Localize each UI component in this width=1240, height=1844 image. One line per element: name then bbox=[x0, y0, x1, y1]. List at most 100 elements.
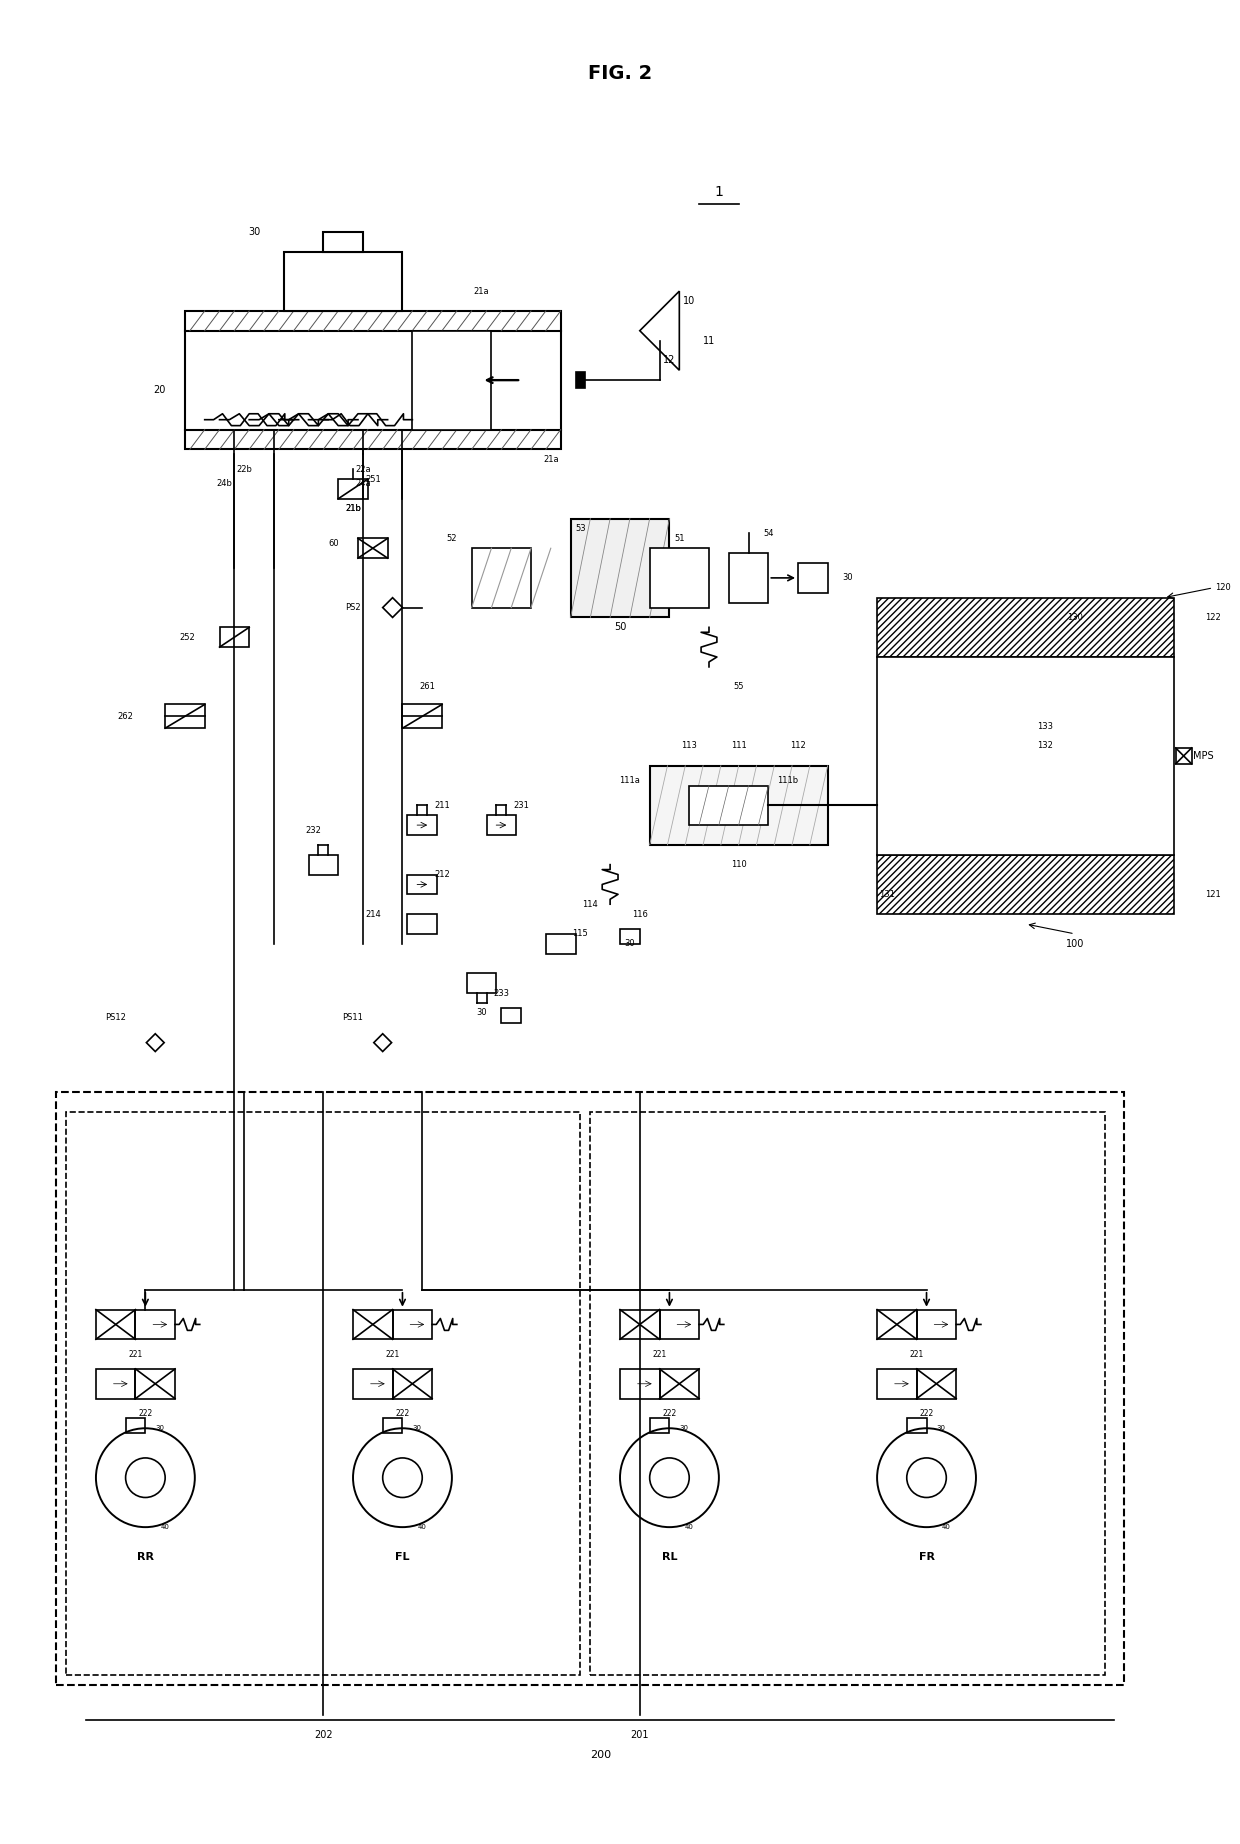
Text: 12: 12 bbox=[663, 356, 676, 365]
Bar bbox=[408, 815, 436, 835]
Text: 100: 100 bbox=[1065, 939, 1084, 950]
Text: 231: 231 bbox=[513, 800, 529, 810]
Bar bbox=[408, 874, 436, 894]
Text: FIG. 2: FIG. 2 bbox=[588, 65, 652, 83]
Bar bbox=[1176, 749, 1192, 763]
Text: 21a: 21a bbox=[474, 286, 490, 295]
Bar bbox=[135, 1368, 175, 1398]
Bar bbox=[546, 933, 575, 953]
Bar bbox=[165, 704, 205, 728]
Bar bbox=[575, 372, 585, 387]
Text: 21b: 21b bbox=[345, 503, 361, 513]
Bar bbox=[650, 765, 827, 845]
Bar bbox=[353, 1368, 393, 1398]
Bar bbox=[309, 856, 339, 874]
Text: 212: 212 bbox=[434, 870, 450, 880]
Text: FR: FR bbox=[919, 1553, 935, 1562]
Text: 40: 40 bbox=[161, 1525, 170, 1531]
Text: 1: 1 bbox=[714, 184, 723, 199]
Text: 30: 30 bbox=[680, 1425, 688, 1431]
Text: 24a: 24a bbox=[355, 479, 371, 489]
Text: PS11: PS11 bbox=[342, 1014, 363, 1022]
Text: 30: 30 bbox=[248, 227, 260, 236]
Text: 53: 53 bbox=[575, 524, 585, 533]
Text: 200: 200 bbox=[590, 1750, 611, 1759]
Text: 30: 30 bbox=[625, 939, 635, 948]
Text: 55: 55 bbox=[733, 682, 744, 692]
Text: 40: 40 bbox=[418, 1525, 427, 1531]
Text: 111a: 111a bbox=[620, 776, 640, 786]
Text: 60: 60 bbox=[327, 538, 339, 548]
Text: 20: 20 bbox=[153, 385, 165, 395]
Bar bbox=[466, 974, 496, 994]
Text: 54: 54 bbox=[763, 529, 774, 538]
Text: RL: RL bbox=[662, 1553, 677, 1562]
Bar bbox=[219, 627, 249, 647]
Bar bbox=[877, 856, 1174, 915]
Bar bbox=[383, 1418, 403, 1433]
Bar bbox=[358, 538, 388, 559]
Bar bbox=[125, 1418, 145, 1433]
Text: 222: 222 bbox=[396, 1409, 409, 1418]
Text: 30: 30 bbox=[413, 1425, 422, 1431]
Text: 262: 262 bbox=[118, 712, 134, 721]
Bar bbox=[408, 915, 436, 933]
Text: 222: 222 bbox=[138, 1409, 153, 1418]
Bar bbox=[650, 1418, 670, 1433]
Text: 112: 112 bbox=[790, 741, 806, 751]
Bar bbox=[620, 929, 640, 944]
Bar bbox=[486, 815, 516, 835]
Bar bbox=[877, 1309, 916, 1339]
Text: 251: 251 bbox=[365, 474, 381, 483]
Text: 221: 221 bbox=[386, 1350, 399, 1359]
Bar bbox=[916, 747, 1135, 765]
Bar bbox=[413, 330, 491, 430]
Text: 50: 50 bbox=[614, 621, 626, 632]
Bar bbox=[620, 1368, 660, 1398]
Text: 22a: 22a bbox=[355, 465, 371, 474]
Bar bbox=[324, 232, 363, 251]
Bar bbox=[877, 597, 1174, 656]
Text: 232: 232 bbox=[305, 826, 321, 835]
Text: 132: 132 bbox=[1037, 741, 1053, 751]
Bar bbox=[95, 1368, 135, 1398]
Bar bbox=[56, 1092, 1125, 1685]
Text: 252: 252 bbox=[179, 632, 195, 642]
Bar bbox=[339, 479, 368, 498]
Text: PS2: PS2 bbox=[345, 603, 361, 612]
Bar bbox=[393, 1309, 432, 1339]
Bar bbox=[689, 786, 769, 824]
Text: 30: 30 bbox=[937, 1425, 946, 1431]
Text: 115: 115 bbox=[573, 929, 588, 939]
Bar bbox=[403, 704, 441, 728]
Text: 221: 221 bbox=[909, 1350, 924, 1359]
Text: 133: 133 bbox=[1037, 721, 1053, 730]
Text: 116: 116 bbox=[632, 909, 647, 918]
Text: 11: 11 bbox=[703, 336, 715, 345]
Text: 40: 40 bbox=[942, 1525, 951, 1531]
Text: 222: 222 bbox=[662, 1409, 677, 1418]
Bar bbox=[906, 1418, 926, 1433]
Bar bbox=[185, 312, 560, 450]
Text: 121: 121 bbox=[1205, 891, 1221, 898]
Bar bbox=[135, 1309, 175, 1339]
Text: 221: 221 bbox=[129, 1350, 143, 1359]
Bar bbox=[393, 1368, 432, 1398]
Bar bbox=[590, 1112, 1105, 1676]
Bar bbox=[66, 1112, 580, 1676]
Text: 233: 233 bbox=[494, 988, 510, 998]
Bar bbox=[916, 1309, 956, 1339]
Text: 111: 111 bbox=[730, 741, 746, 751]
Text: 40: 40 bbox=[684, 1525, 693, 1531]
Text: 120: 120 bbox=[1215, 583, 1231, 592]
Text: 30: 30 bbox=[842, 573, 853, 583]
Text: FL: FL bbox=[396, 1553, 409, 1562]
Bar bbox=[729, 553, 769, 603]
Bar bbox=[799, 562, 827, 592]
Bar bbox=[284, 251, 403, 312]
Text: RR: RR bbox=[136, 1553, 154, 1562]
Bar bbox=[660, 1368, 699, 1398]
Text: MPS: MPS bbox=[1193, 751, 1214, 762]
Text: 261: 261 bbox=[419, 682, 435, 692]
Text: 21a: 21a bbox=[543, 455, 558, 463]
